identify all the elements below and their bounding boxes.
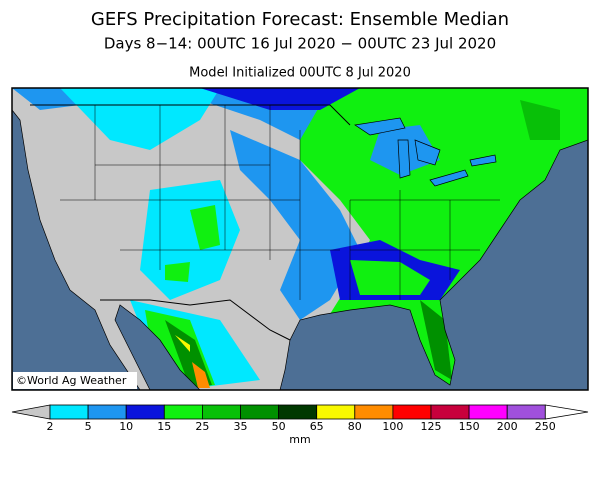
colorbar-label: 200	[497, 420, 518, 433]
colorbar-segment	[354, 404, 394, 420]
colorbar-segment	[201, 404, 241, 420]
colorbar-segment	[163, 404, 203, 420]
colorbar-label: 15	[157, 420, 171, 433]
colorbar-label: 100	[382, 420, 403, 433]
colorbar-label: 35	[234, 420, 248, 433]
colorbar-segment	[430, 404, 470, 420]
colorbar-segment	[468, 404, 508, 420]
colorbar-under	[11, 404, 51, 420]
colorbar-label: 10	[119, 420, 133, 433]
title: GEFS Precipitation Forecast: Ensemble Me…	[91, 9, 509, 30]
credit: ©World Ag Weather	[16, 374, 127, 387]
borders	[11, 87, 589, 391]
map-frame	[11, 87, 589, 391]
colorbar-segment	[392, 404, 432, 420]
colorbar-label: 2	[47, 420, 54, 433]
great-lakes	[354, 117, 497, 187]
colorbar-label: 65	[310, 420, 324, 433]
colorbar-label: 150	[459, 420, 480, 433]
colorbar-label: 80	[348, 420, 362, 433]
colorbar-segment	[240, 404, 279, 420]
colorbar-over	[544, 404, 589, 420]
initialized: Model Initialized 00UTC 8 Jul 2020	[189, 66, 411, 81]
colorbar-label: 25	[195, 420, 209, 433]
colorbar-label: 250	[535, 420, 556, 433]
colorbar-segment	[49, 404, 89, 420]
colorbar-segment	[87, 404, 127, 420]
colorbar-label: 125	[421, 420, 442, 433]
colorbar-segment	[316, 404, 356, 420]
unit: mm	[289, 433, 310, 446]
colorbar-segment	[125, 404, 165, 420]
map: ©World Ag Weather	[11, 87, 589, 391]
credit-box	[13, 372, 137, 389]
colorbar-label: 5	[85, 420, 92, 433]
colorbar-segment	[278, 404, 318, 420]
colorbar-label: 50	[272, 420, 286, 433]
colorbar-segment	[506, 404, 546, 420]
subtitle: Days 8−14: 00UTC 16 Jul 2020 − 00UTC 23 …	[104, 35, 496, 53]
colorbar: 2 5 10 15 25 35 50 65 80 100 125 150 200 250	[11, 404, 589, 433]
